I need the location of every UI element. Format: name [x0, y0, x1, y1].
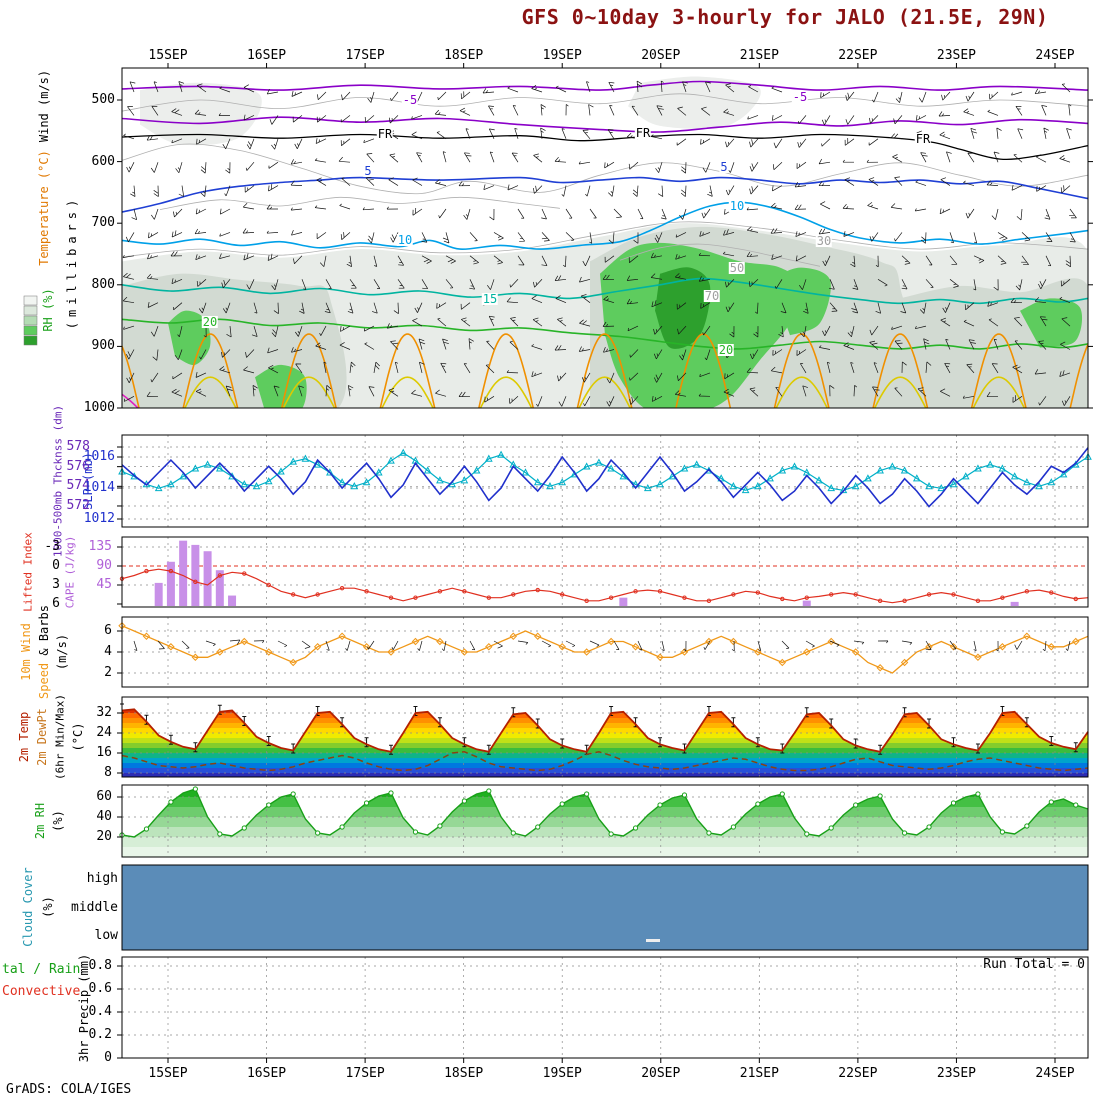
cape-bar: [619, 597, 628, 606]
cape-li-frame: [121, 536, 1089, 608]
rh2m-panel: [119, 785, 1089, 857]
cloud-cover-frame: [121, 864, 1089, 951]
rh-shading-legend: [23, 325, 38, 336]
temp2m-panel: [120, 697, 1089, 777]
cloud-cover-marker: [646, 939, 660, 942]
cape-bar: [154, 582, 163, 606]
slp-thickness-frame: [121, 434, 1089, 528]
cape-bar: [166, 561, 175, 606]
cape-bar: [1010, 601, 1019, 606]
upper-air-panel: [122, 76, 1088, 408]
cape-bar: [203, 551, 212, 606]
wind10m-panel: [118, 617, 1089, 687]
cape-bar: [215, 570, 224, 606]
cape-bar: [802, 600, 811, 606]
rh-shading-legend: [23, 315, 38, 326]
rh-shading-legend: [23, 305, 38, 316]
slp-thickness-panel: [118, 435, 1092, 527]
upper-air-frame: [121, 67, 1089, 409]
temp2m-frame: [121, 696, 1089, 778]
rh-shading-legend: [23, 295, 38, 306]
rh-shading-legend: [23, 335, 38, 346]
precip-panel: [122, 957, 1088, 1058]
cloud-cover-panel: [122, 865, 1088, 950]
cape-bar: [179, 540, 188, 606]
rh2m-frame: [121, 784, 1089, 858]
cape-bar: [191, 544, 200, 606]
cape-li-panel: [119, 537, 1089, 607]
precip-frame: [121, 956, 1089, 1059]
cape-bar: [228, 595, 237, 606]
